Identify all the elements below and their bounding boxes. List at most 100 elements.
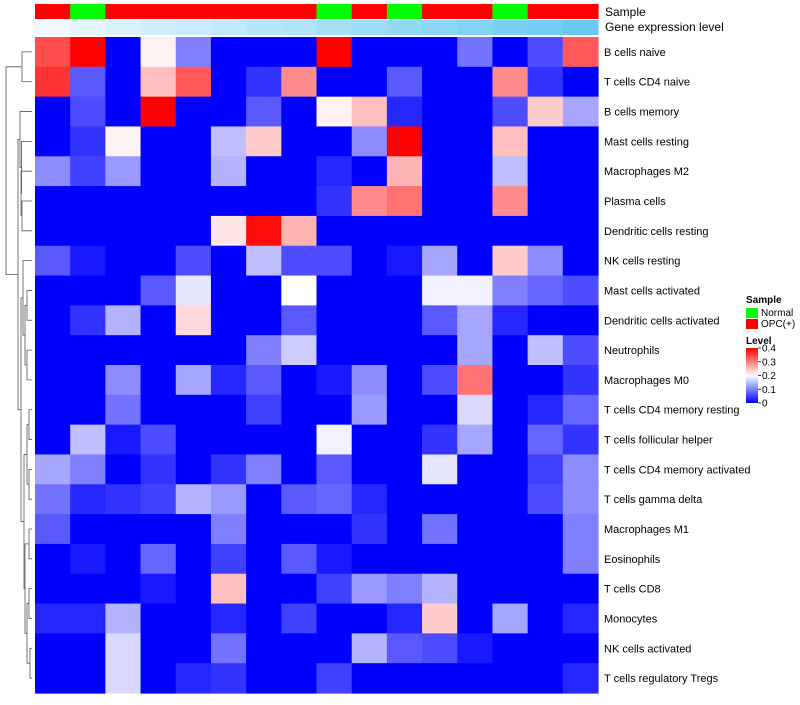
heatmap-cell — [492, 365, 529, 396]
gene-expression-annotation-cell — [562, 20, 599, 35]
heatmap-cell — [105, 126, 142, 157]
sample-annotation-cell — [246, 4, 282, 19]
sample-annotation-cell — [316, 4, 353, 19]
level-legend-tick-label: 0.3 — [762, 357, 776, 368]
heatmap-cell — [422, 186, 458, 217]
heatmap-cell — [246, 186, 282, 217]
sample-annotation-cell — [210, 4, 247, 19]
heatmap-cell — [281, 454, 318, 485]
heatmap-cell — [175, 156, 212, 187]
heatmap-cell — [105, 394, 142, 426]
heatmap-cell — [457, 454, 494, 485]
heatmap-cell — [457, 484, 494, 515]
heatmap-cell — [246, 573, 282, 605]
heatmap-cell — [210, 126, 247, 157]
heatmap-cell — [140, 96, 177, 128]
heatmap-cell — [527, 37, 564, 68]
heatmap-cell — [422, 156, 458, 187]
heatmap-cell — [457, 215, 494, 247]
heatmap-cell — [281, 186, 318, 217]
heatmap-cell — [105, 484, 142, 515]
heatmap-cell — [562, 305, 599, 336]
heatmap-cell — [105, 543, 142, 575]
dendrogram-branch — [22, 260, 32, 336]
heatmap-cell — [210, 633, 247, 664]
row-label: Monocytes — [604, 613, 658, 625]
heatmap-cell — [105, 275, 142, 306]
heatmap-cell — [527, 215, 564, 247]
heatmap-cell — [35, 633, 71, 664]
heatmap-cell — [527, 245, 564, 277]
heatmap-cell — [35, 454, 71, 485]
heatmap-cell — [210, 543, 247, 575]
heatmap-cell — [105, 514, 142, 545]
heatmap-cell — [316, 335, 353, 366]
heatmap-cell — [562, 573, 599, 605]
heatmap-cell — [175, 514, 212, 545]
heatmap-cell — [351, 514, 388, 545]
heatmap-cell — [246, 275, 282, 306]
heatmap-cell — [527, 543, 564, 575]
heatmap-cell — [70, 96, 106, 128]
heatmap-cell — [281, 424, 318, 456]
heatmap-cell — [175, 603, 212, 634]
level-legend-tick-label: 0.2 — [762, 371, 776, 382]
heatmap-cell — [140, 305, 177, 336]
row-label: T cells regulatory Tregs — [604, 673, 719, 685]
gene-expression-annotation-cell — [386, 20, 423, 35]
heatmap-cell — [246, 365, 282, 396]
sample-annotation-cell — [140, 4, 177, 19]
heatmap-cell — [140, 454, 177, 485]
heatmap-cell — [281, 245, 318, 277]
heatmap-cell — [562, 215, 599, 247]
heatmap-cell — [70, 484, 106, 515]
level-legend-title: Level — [746, 336, 772, 347]
heatmap-cell — [105, 305, 142, 336]
heatmap-cell — [457, 335, 494, 366]
dendrogram-branch — [20, 297, 24, 522]
heatmap-cell — [492, 394, 529, 426]
heatmap-cell — [105, 245, 142, 277]
heatmap-cell — [140, 484, 177, 515]
level-legend-tick-label: 0 — [762, 399, 768, 410]
heatmap-cell — [175, 633, 212, 664]
heatmap-cell — [422, 484, 458, 515]
heatmap-cell — [457, 305, 494, 336]
sample-annotation-cell — [492, 4, 529, 19]
heatmap-cell — [210, 37, 247, 68]
heatmap-cell — [140, 37, 177, 68]
heatmap-cell — [422, 126, 458, 157]
heatmap-cell — [140, 663, 177, 694]
heatmap-cell — [351, 96, 388, 128]
heatmap-cell — [35, 305, 71, 336]
sample-annotation-cell — [386, 4, 423, 19]
row-label: T cells CD4 memory activated — [604, 464, 751, 476]
heatmap-cell — [175, 66, 212, 98]
heatmap-cell — [562, 633, 599, 664]
heatmap-cell — [351, 484, 388, 515]
heatmap-cell — [351, 66, 388, 98]
row-label: Dendritic cells resting — [604, 226, 709, 238]
heatmap-cell — [140, 573, 177, 605]
heatmap-cell — [386, 37, 423, 68]
heatmap-cell — [140, 186, 177, 217]
heatmap-cell — [457, 186, 494, 217]
heatmap-cell — [422, 305, 458, 336]
row-label: Plasma cells — [604, 196, 666, 208]
heatmap-cell — [492, 156, 529, 187]
heatmap-cell — [422, 454, 458, 485]
gene-expression-annotation-cell — [210, 20, 247, 35]
dendrogram-branch — [20, 170, 32, 217]
heatmap-cell — [140, 245, 177, 277]
gene-expression-annotation-cell — [105, 20, 142, 35]
dendrogram-branch — [23, 454, 27, 590]
heatmap-cell — [210, 186, 247, 217]
heatmap-cell — [422, 275, 458, 306]
dendrogram-branch — [26, 349, 32, 381]
heatmap-cell — [140, 66, 177, 98]
heatmap-cell — [316, 514, 353, 545]
heatmap-cell — [210, 365, 247, 396]
heatmap-cell — [35, 663, 71, 694]
row-label: NK cells activated — [604, 643, 691, 655]
